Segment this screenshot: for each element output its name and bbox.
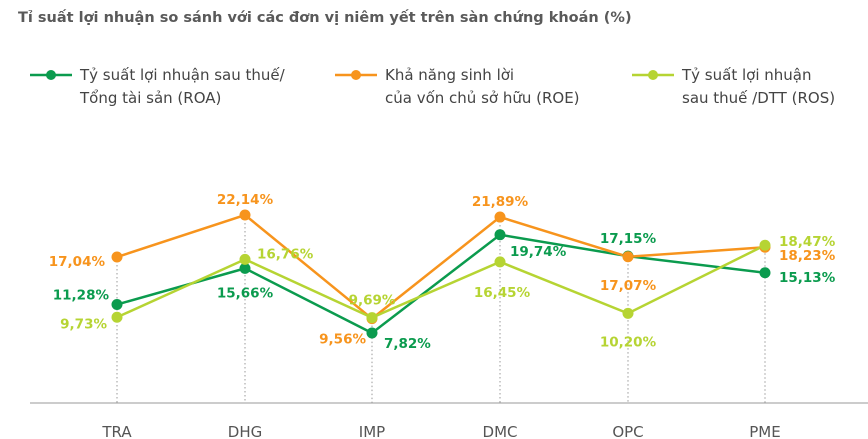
x-tick-label: DHG (228, 423, 262, 439)
chart-title: Tỉ suất lợi nhuận so sánh với các đơn vị… (18, 10, 632, 26)
x-tick-label: DMC (483, 423, 518, 439)
data-label: 18,47% (779, 234, 836, 250)
data-point (239, 253, 251, 265)
data-label: 10,20% (600, 334, 657, 350)
data-point (622, 251, 634, 263)
legend-marker (632, 70, 674, 80)
data-label: 9,69% (349, 293, 396, 309)
legend-item: Khả năng sinh lời của vốn chủ sở hữu (RO… (335, 64, 580, 110)
data-label: 17,07% (600, 278, 657, 294)
data-label: 16,76% (257, 246, 314, 262)
data-point (366, 312, 378, 324)
data-point (759, 239, 771, 251)
legend-label: Khả năng sinh lời của vốn chủ sở hữu (RO… (385, 66, 580, 107)
data-point (494, 256, 506, 268)
data-label: 9,56% (319, 332, 366, 348)
x-tick-label: IMP (359, 423, 385, 439)
data-label: 21,89% (472, 194, 529, 210)
data-point (494, 229, 506, 241)
data-point (759, 267, 771, 279)
x-tick-label: TRA (101, 423, 132, 439)
data-point (111, 311, 123, 323)
legend-marker (335, 70, 377, 80)
data-label: 7,82% (384, 336, 431, 352)
data-label: 9,73% (60, 316, 107, 332)
data-point (366, 327, 378, 339)
legend-item: Tỷ suất lợi nhuận sau thuế/ Tổng tài sản… (30, 64, 285, 110)
x-tick-label: OPC (612, 423, 643, 439)
data-label: 16,45% (474, 285, 531, 301)
data-point (111, 298, 123, 310)
series-line (116, 233, 766, 335)
legend-marker (30, 70, 72, 80)
legend-item: Tỷ suất lợi nhuận sau thuế /DTT (ROS) (632, 64, 835, 110)
data-point (239, 262, 251, 274)
data-point (111, 251, 123, 263)
data-label: 15,13% (779, 270, 836, 286)
data-label: 17,15% (600, 231, 657, 247)
data-label: 15,66% (217, 285, 274, 301)
data-label: 18,23% (779, 248, 836, 264)
data-label: 22,14% (217, 192, 274, 208)
series-line (116, 244, 766, 319)
data-label: 19,74% (510, 244, 567, 260)
data-point (622, 307, 634, 319)
data-label: 11,28% (53, 287, 110, 303)
series-line (116, 213, 766, 321)
data-point (494, 211, 506, 223)
legend-label: Tỷ suất lợi nhuận sau thuế /DTT (ROS) (682, 66, 836, 107)
x-tick-label: PME (749, 423, 780, 439)
data-point (239, 209, 251, 221)
legend-label: Tỷ suất lợi nhuận sau thuế/ Tổng tài sản… (80, 66, 285, 107)
data-label: 17,04% (49, 254, 106, 270)
